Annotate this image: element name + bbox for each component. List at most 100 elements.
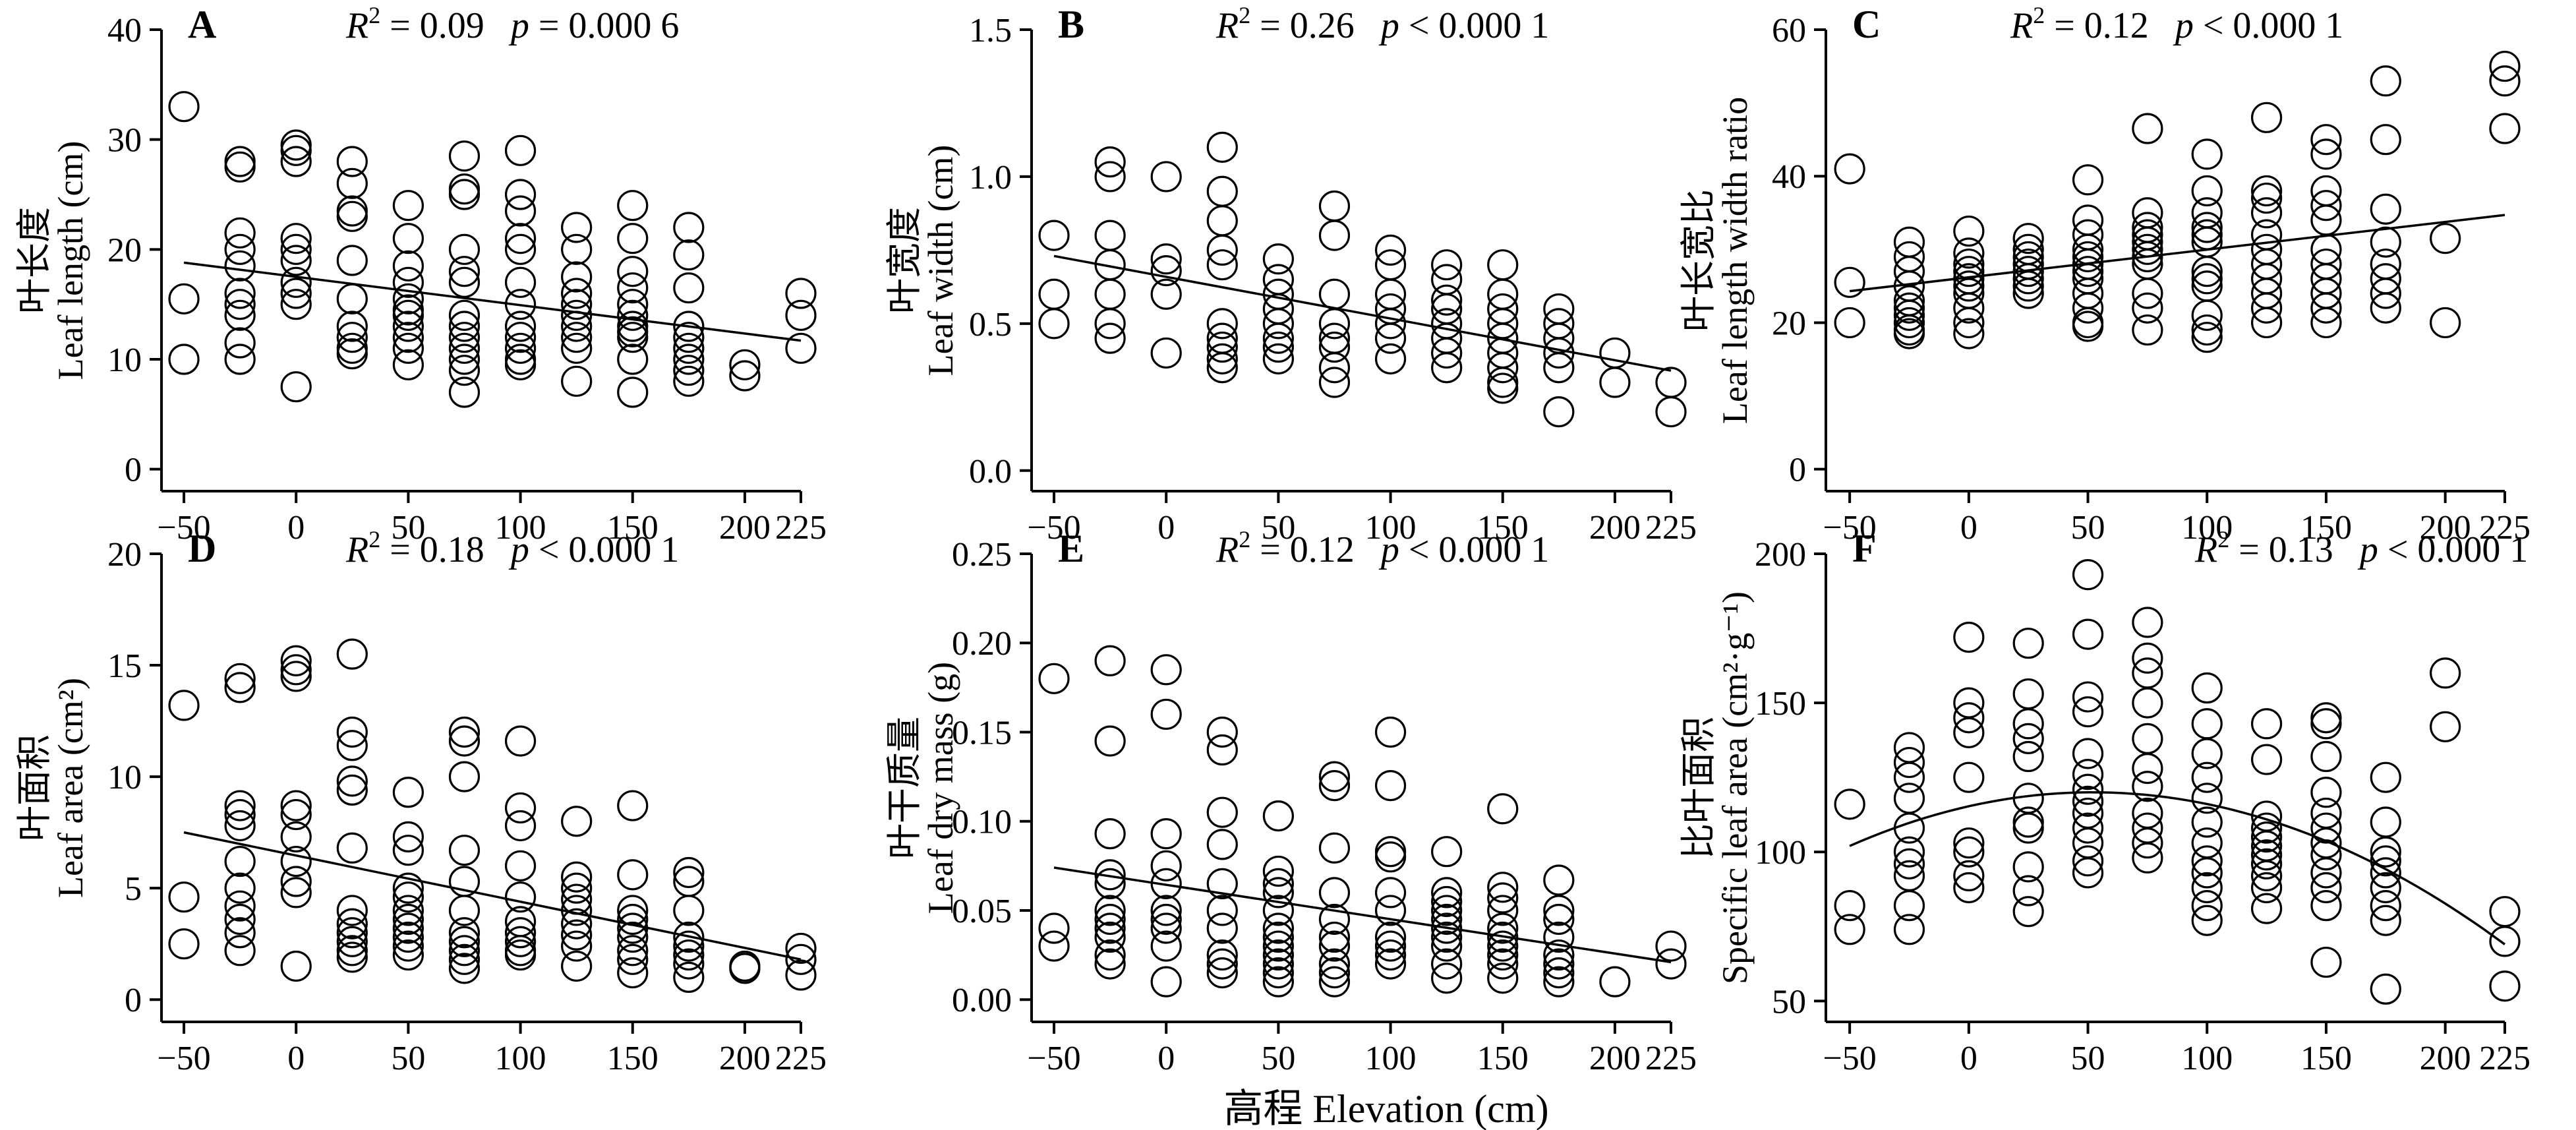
data-point xyxy=(2191,761,2223,793)
data-point xyxy=(785,932,817,965)
data-point xyxy=(1953,622,1985,653)
x-tick-label: 50 xyxy=(391,1040,425,1077)
data-point xyxy=(673,856,705,889)
data-point xyxy=(1038,308,1070,340)
data-point xyxy=(2370,278,2401,309)
x-tick-label: 100 xyxy=(2181,509,2233,547)
data-point xyxy=(561,872,593,904)
data-point xyxy=(2072,292,2104,324)
data-point xyxy=(2072,241,2104,273)
data-point xyxy=(504,266,537,298)
data-point xyxy=(1150,255,1182,287)
data-point xyxy=(1318,930,1351,962)
data-point xyxy=(2430,307,2461,339)
data-point xyxy=(2370,226,2401,258)
data-point xyxy=(561,278,593,309)
data-point xyxy=(1374,939,1407,971)
data-point xyxy=(1150,278,1182,310)
data-point xyxy=(2370,124,2401,156)
data-point xyxy=(1487,921,1519,953)
y-axis-title-cn: 比叶面积 xyxy=(1679,717,1718,859)
data-point xyxy=(1262,855,1294,887)
data-point xyxy=(280,266,312,298)
data-point xyxy=(2191,175,2223,207)
regression-line xyxy=(1053,866,1672,964)
data-point xyxy=(1431,921,1463,953)
data-point xyxy=(2191,672,2223,704)
data-point xyxy=(1953,836,1985,868)
y-axis-title-cn: 叶长宽比 xyxy=(1679,189,1718,332)
data-point xyxy=(1953,717,1985,748)
data-point xyxy=(2250,839,2283,871)
data-point xyxy=(1834,788,1865,820)
r2-superscript: 2 xyxy=(1239,2,1250,28)
data-point xyxy=(1206,939,1238,971)
data-point xyxy=(673,212,705,243)
data-point xyxy=(2250,893,2283,924)
data-point xyxy=(2310,307,2342,339)
y-tick-label: 20 xyxy=(107,536,142,574)
x-axis-title: 高程 Elevation (cm) xyxy=(1223,1087,1548,1130)
p-symbol: p xyxy=(1378,5,1399,46)
x-tick-label: 100 xyxy=(495,509,546,547)
y-tick-label: 40 xyxy=(107,12,142,49)
data-point xyxy=(1487,249,1519,281)
data-point xyxy=(1206,352,1238,384)
data-point xyxy=(168,881,200,913)
data-point xyxy=(1206,175,1238,207)
y-axis-title-en: Specific leaf area (cm²·g⁻¹) xyxy=(1715,591,1755,984)
r2-superscript: 2 xyxy=(1239,526,1250,552)
data-point xyxy=(1318,220,1351,251)
data-point xyxy=(1262,243,1294,275)
data-point xyxy=(2132,771,2163,802)
data-point xyxy=(2012,723,2044,754)
data-point xyxy=(1374,877,1407,908)
regression-curve xyxy=(1849,791,2506,945)
data-point xyxy=(392,299,424,331)
data-point xyxy=(280,798,312,831)
p-value: = 0.000 6 xyxy=(529,5,680,46)
r2-value: = 0.12 xyxy=(2045,5,2149,46)
data-point xyxy=(1094,645,1126,676)
data-point xyxy=(2132,314,2163,346)
data-point xyxy=(673,332,705,364)
data-point xyxy=(2072,311,2104,342)
data-point xyxy=(1543,966,1575,997)
data-point xyxy=(2072,738,2104,769)
data-point xyxy=(2191,263,2223,295)
r2-symbol: R xyxy=(2194,529,2217,570)
r2-value: = 0.09 xyxy=(380,5,484,46)
data-point xyxy=(448,716,481,748)
data-point xyxy=(2191,219,2223,251)
y-tick-label: 10 xyxy=(107,759,142,796)
data-point xyxy=(2072,759,2104,790)
data-point xyxy=(617,935,649,966)
x-tick-label: 200 xyxy=(1589,509,1641,547)
data-point xyxy=(224,903,256,936)
r2-symbol: R xyxy=(1215,5,1239,46)
data-point xyxy=(1953,292,1985,324)
x-tick-label: 225 xyxy=(775,1040,827,1077)
data-point xyxy=(1262,331,1294,363)
data-point xyxy=(561,289,593,320)
data-point xyxy=(561,861,593,893)
data-point xyxy=(2072,857,2104,889)
data-point xyxy=(1431,895,1463,926)
data-point xyxy=(1431,948,1463,980)
data-point xyxy=(448,311,481,342)
data-point xyxy=(1431,836,1463,868)
y-tick-label: 60 xyxy=(1772,12,1806,49)
x-tick-label: 150 xyxy=(2300,509,2352,547)
panel-b: 0.0 0.5 1.0 1.5 −50 0 50 100 150 200 225 B R2 = 0.26… xyxy=(885,2,1697,547)
data-point xyxy=(392,777,424,808)
data-point xyxy=(673,365,705,397)
data-point xyxy=(2430,711,2461,742)
data-point xyxy=(504,134,537,166)
data-point xyxy=(2012,278,2044,309)
data-point xyxy=(224,790,256,821)
data-point xyxy=(1834,914,1865,945)
stats-annotation: R2 = 0.09 p = 0.000 6 xyxy=(345,2,679,46)
data-point xyxy=(1543,352,1575,384)
panel-e: 0.000.050.100.150.200.25−50 0 50 100 150 200 2… xyxy=(885,526,1697,1077)
r2-symbol: R xyxy=(345,529,368,570)
